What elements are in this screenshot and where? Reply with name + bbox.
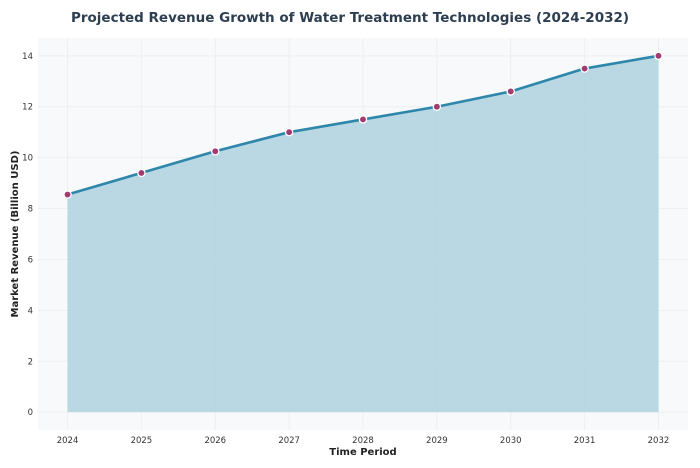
x-axis-label: Time Period — [329, 447, 396, 458]
x-tick-label: 2029 — [426, 436, 448, 446]
x-tick-label: 2026 — [204, 436, 226, 446]
y-tick-label: 14 — [22, 52, 33, 62]
x-tick-label: 2027 — [278, 436, 300, 446]
y-axis-label: Market Revenue (Billion USD) — [10, 151, 21, 318]
y-tick-label: 8 — [28, 205, 33, 215]
x-tick-label: 2025 — [131, 436, 153, 446]
data-point — [580, 64, 589, 73]
x-tick-label: 2031 — [574, 436, 596, 446]
y-ticks: 0 2 4 6 8 10 12 14 — [22, 52, 33, 418]
data-point — [432, 102, 442, 111]
data-point — [506, 87, 515, 96]
y-tick-label: 2 — [28, 357, 33, 367]
chart-title: Projected Revenue Growth of Water Treatm… — [71, 10, 629, 26]
data-point — [211, 147, 220, 156]
data-point — [284, 127, 294, 137]
y-tick-label: 0 — [28, 408, 33, 418]
data-point — [137, 168, 146, 178]
data-point — [358, 115, 368, 124]
y-tick-label: 6 — [28, 255, 33, 265]
y-tick-label: 4 — [28, 306, 33, 316]
revenue-area — [67, 55, 659, 413]
x-tick-label: 2028 — [352, 436, 374, 446]
x-tick-label: 2024 — [57, 436, 79, 446]
data-point — [63, 190, 72, 199]
x-ticks: 2024 2025 2026 2027 2028 2029 2030 2031 2032 — [57, 436, 670, 446]
y-tick-label: 10 — [22, 154, 33, 164]
x-tick-label: 2032 — [648, 436, 670, 446]
y-tick-label: 12 — [22, 103, 33, 113]
data-point — [654, 51, 663, 61]
markers — [63, 51, 663, 199]
x-tick-label: 2030 — [500, 436, 522, 446]
